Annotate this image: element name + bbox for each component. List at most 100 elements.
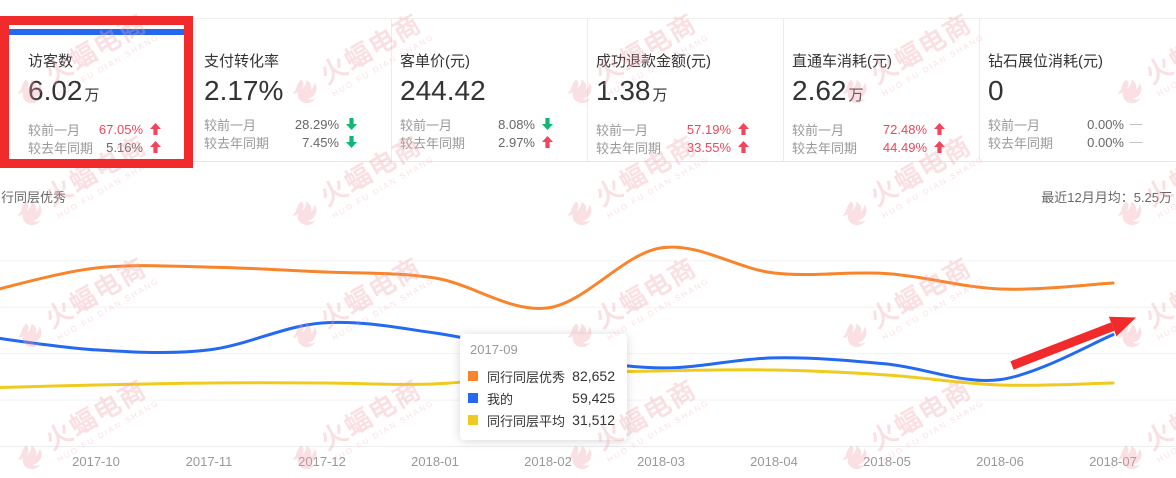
tooltip-series-label: 同行同层优秀 xyxy=(487,369,566,385)
tooltip-row: 我的 59,425 xyxy=(468,387,615,409)
compare-trend-indicator xyxy=(541,136,553,148)
compare-label: 较去年同期 xyxy=(400,135,466,151)
compare-row: 较去年同期 0.00% — xyxy=(988,133,1143,151)
arrow-up-icon xyxy=(737,141,749,153)
x-axis-label: 2018-03 xyxy=(637,454,685,469)
arrow-up-icon xyxy=(149,123,161,135)
arrow-down-icon xyxy=(541,118,553,130)
compare-value: 57.19% xyxy=(686,121,731,137)
compare-trend-indicator xyxy=(149,123,161,135)
arrow-up-icon xyxy=(737,123,749,135)
kpi-value-number: 1.38 xyxy=(596,75,651,106)
compare-row: 较前一月 8.08% xyxy=(400,115,553,133)
kpi-card-1[interactable]: 访客数 6.02 万较前一月 67.05% 较去年同期 5.16% xyxy=(0,19,196,161)
kpi-cards-row: 访客数 6.02 万较前一月 67.05% 较去年同期 5.16% 支付转化率 2.17% 较前… xyxy=(0,18,1176,162)
compare-value: 5.16% xyxy=(106,139,143,155)
kpi-compare-rows: 较前一月 8.08% 较去年同期 2.97% xyxy=(400,115,553,151)
arrow-up-icon xyxy=(149,141,161,153)
compare-value: 7.45% xyxy=(302,134,339,150)
compare-row: 较去年同期 2.97% xyxy=(400,133,553,151)
kpi-title: 直通车消耗(元) xyxy=(792,53,892,70)
arrow-up-icon xyxy=(933,123,945,135)
compare-value: 0.00% xyxy=(1087,116,1124,132)
compare-trend-indicator xyxy=(933,141,945,153)
kpi-value-number: 6.02 xyxy=(28,75,83,106)
compare-trend-indicator: — xyxy=(1129,116,1143,131)
arrow-down-icon xyxy=(345,118,357,130)
compare-row: 较前一月 67.05% xyxy=(28,120,161,138)
kpi-value: 2.17% xyxy=(204,76,391,106)
x-axis-label: 2018-06 xyxy=(976,454,1024,469)
chart-12month-average: 最近12月月均：5.25万 xyxy=(1041,190,1172,205)
tooltip-row: 同行同层优秀 82,652 xyxy=(468,365,615,387)
tooltip-series-label: 同行同层平均 xyxy=(487,413,566,429)
compare-trend-indicator xyxy=(541,118,553,130)
tooltip-row: 同行同层平均 31,512 xyxy=(468,409,615,431)
kpi-value: 2.62 万 xyxy=(792,76,979,111)
kpi-title: 访客数 xyxy=(28,53,74,70)
x-axis-label: 2018-07 xyxy=(1089,454,1137,469)
x-axis-label: 2018-02 xyxy=(524,454,572,469)
kpi-value-number: 0 xyxy=(988,75,1004,106)
compare-label: 较去年同期 xyxy=(28,140,94,156)
compare-row: 较去年同期 33.55% xyxy=(596,138,749,156)
compare-row: 较前一月 57.19% xyxy=(596,120,749,138)
kpi-card-3[interactable]: 客单价(元) 244.42 较前一月 8.08% 较去年同期 2.97% xyxy=(392,19,588,161)
tooltip-month: 2017-09 xyxy=(470,342,518,357)
compare-value: 44.49% xyxy=(882,139,927,155)
kpi-value-number: 244.42 xyxy=(400,75,486,106)
chart-tooltip: 2017-09 同行同层优秀 82,652 我的 59,425 同行同层平均 31,512 xyxy=(460,334,627,440)
no-change-dash-icon: — xyxy=(1129,134,1143,149)
kpi-card-4[interactable]: 成功退款金额(元) 1.38 万较前一月 57.19% 较去年同期 33.55% xyxy=(588,19,784,161)
kpi-compare-rows: 较前一月 57.19% 较去年同期 33.55% xyxy=(596,120,749,156)
x-axis-label: 2017-10 xyxy=(72,454,120,469)
kpi-title: 钻石展位消耗(元) xyxy=(988,53,1103,70)
arrow-down-icon xyxy=(345,136,357,148)
x-axis-label: 2018-05 xyxy=(863,454,911,469)
compare-label: 较前一月 xyxy=(400,117,453,133)
kpi-value: 1.38 万 xyxy=(596,76,783,111)
tooltip-series-value: 31,512 xyxy=(572,412,615,428)
kpi-title: 支付转化率 xyxy=(204,53,280,70)
x-axis-label: 2018-04 xyxy=(750,454,798,469)
x-axis-label: 2017-12 xyxy=(298,454,346,469)
kpi-card-6[interactable]: 钻石展位消耗(元) 0 较前一月 0.00% — 较去年同期 0.00% — xyxy=(980,19,1176,161)
compare-label: 较前一月 xyxy=(28,122,81,138)
x-axis-label: 2017-11 xyxy=(185,454,233,469)
kpi-card-5[interactable]: 直通车消耗(元) 2.62 万较前一月 72.48% 较去年同期 44.49% xyxy=(784,19,980,161)
kpi-compare-rows: 较前一月 0.00% — 较去年同期 0.00% — xyxy=(988,115,1143,151)
compare-row: 较前一月 28.29% xyxy=(204,115,357,133)
compare-value: 72.48% xyxy=(882,121,927,137)
tooltip-series-label: 我的 xyxy=(487,391,514,407)
compare-row: 较去年同期 7.45% xyxy=(204,133,357,151)
legend-swatch-icon xyxy=(468,415,478,425)
compare-value: 8.08% xyxy=(498,116,535,132)
selected-card-indicator xyxy=(3,29,186,35)
compare-value: 67.05% xyxy=(98,121,143,137)
compare-value: 0.00% xyxy=(1087,134,1124,150)
compare-label: 较前一月 xyxy=(792,122,845,138)
kpi-value-number: 2.17% xyxy=(204,75,284,106)
series-line-1 xyxy=(0,245,1115,310)
kpi-card-2[interactable]: 支付转化率 2.17% 较前一月 28.29% 较去年同期 7.45% xyxy=(196,19,392,161)
chart-series-caption: 行同层优秀 xyxy=(1,190,67,205)
compare-value: 33.55% xyxy=(686,139,731,155)
compare-label: 较前一月 xyxy=(596,122,649,138)
compare-trend-indicator xyxy=(345,118,357,130)
kpi-value: 0 xyxy=(988,76,1176,106)
x-axis-label: 2018-01 xyxy=(411,454,459,469)
kpi-title: 成功退款金额(元) xyxy=(596,53,711,70)
compare-trend-indicator xyxy=(149,141,161,153)
compare-row: 较去年同期 44.49% xyxy=(792,138,945,156)
no-change-dash-icon: — xyxy=(1129,116,1143,131)
tooltip-series-value: 82,652 xyxy=(572,368,615,384)
compare-row: 较去年同期 5.16% xyxy=(28,138,161,156)
compare-label: 较前一月 xyxy=(988,117,1041,133)
legend-swatch-icon xyxy=(468,393,478,403)
kpi-compare-rows: 较前一月 67.05% 较去年同期 5.16% xyxy=(28,120,161,156)
compare-value: 2.97% xyxy=(498,134,535,150)
compare-trend-indicator: — xyxy=(1129,134,1143,149)
kpi-value-unit: 万 xyxy=(848,87,864,104)
arrow-up-icon xyxy=(541,136,553,148)
